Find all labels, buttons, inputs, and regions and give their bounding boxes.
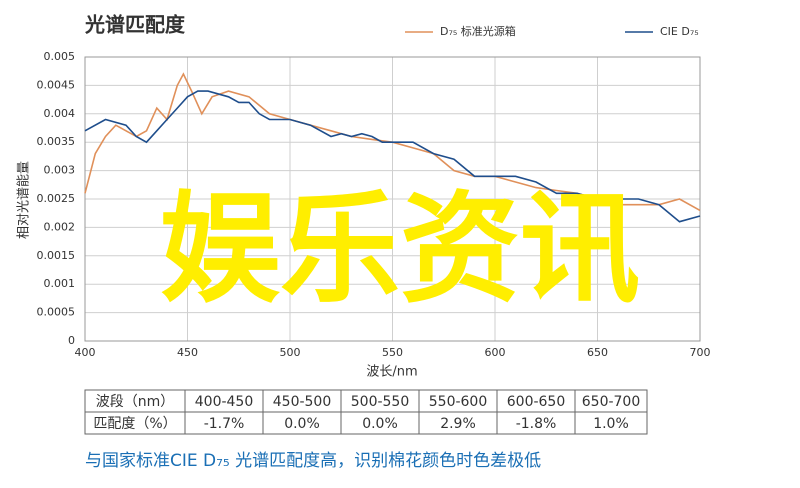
y-tick-label: 0.0005 [37,306,76,319]
overlay-text: 娱乐资讯 [160,181,640,320]
table-text: 匹配度（%） [93,416,176,432]
table-text: -1.8% [516,416,557,432]
y-tick-label: 0.0035 [37,135,76,148]
y-tick-label: 0 [68,334,75,347]
x-tick-label: 500 [280,346,301,359]
table-text: 2.9% [440,416,476,432]
x-axis-label: 波长/nm [366,365,417,380]
y-tick-label: 0.0045 [37,78,76,91]
legend-label: D₇₅ 标准光源箱 [440,24,516,38]
table-text: 1.0% [593,416,629,432]
table-text: 0.0% [362,416,398,432]
y-tick-label: 0.005 [44,50,76,63]
table-cell [574,411,648,435]
x-tick-label: 550 [382,346,403,359]
x-tick-label: 700 [690,346,711,359]
y-tick-label: 0.0025 [37,192,76,205]
y-tick-label: 0.002 [44,220,76,233]
table-text: 450-500 [273,394,332,410]
x-tick-label: 600 [485,346,506,359]
table-text: 波段（nm） [96,394,175,410]
table-text: 500-550 [351,394,410,410]
x-tick-label: 400 [75,346,96,359]
y-tick-label: 0.0015 [37,249,76,262]
x-tick-label: 450 [177,346,198,359]
series-line [84,90,701,223]
x-tick-label: 650 [587,346,608,359]
y-tick-label: 0.003 [44,164,76,177]
y-tick-label: 0.001 [44,277,76,290]
legend-label: CIE D₇₅ [660,25,699,38]
caption: 与国家标准CIE D₇₅ 光谱匹配度高，识别棉花颜色时色差极低 [85,451,541,471]
plot-frame [84,56,701,342]
table-text: 550-600 [429,394,488,410]
table-text: 600-650 [507,394,566,410]
y-tick-label: 0.004 [44,107,76,120]
y-axis-label: 相对光谱能量 [17,161,32,239]
table-text: 650-700 [582,394,641,410]
table-text: 0.0% [284,416,320,432]
chart-title: 光谱匹配度 [84,13,186,37]
table-text: -1.7% [204,416,245,432]
table-text: 400-450 [195,394,254,410]
